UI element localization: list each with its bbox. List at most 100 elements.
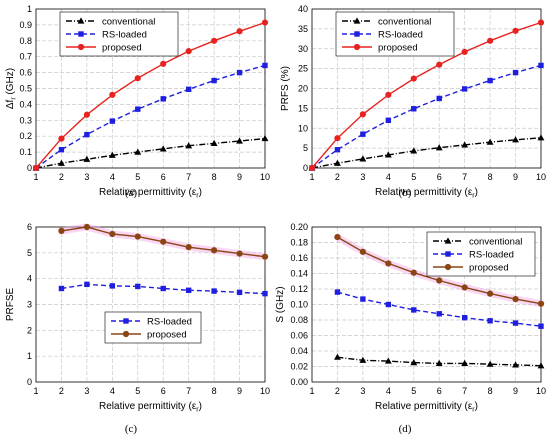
- data-point-conventional: [83, 155, 91, 162]
- legend-label: RS-loaded: [147, 317, 192, 328]
- x-tick-label: 3: [84, 386, 89, 396]
- data-point-RS-loaded: [211, 288, 217, 294]
- x-tick-label: 1: [309, 172, 314, 182]
- x-tick-label: 3: [84, 172, 89, 182]
- x-tick-label: 3: [360, 386, 365, 396]
- x-axis-label: Relative permittivity (εr): [99, 401, 202, 414]
- y-tick-label: 0.7: [19, 52, 32, 62]
- data-point-RS-loaded: [385, 301, 392, 308]
- data-point-conventional: [512, 361, 519, 368]
- data-point-RS-loaded: [360, 131, 366, 137]
- data-point-proposed: [461, 284, 468, 291]
- data-point-RS-loaded: [461, 314, 468, 321]
- x-tick-label: 2: [59, 386, 64, 396]
- data-point-conventional: [537, 362, 545, 369]
- legend-label: RS-loaded: [469, 250, 514, 261]
- y-tick-label: 0.20: [290, 222, 308, 232]
- data-point-proposed: [109, 230, 116, 238]
- data-point-RS-loaded: [262, 62, 268, 69]
- y-tick-label: 0: [27, 163, 32, 173]
- y-tick-label: 0.6: [19, 68, 32, 78]
- x-axis-label: Relative permittivity (εr): [99, 187, 202, 200]
- y-tick-label: 40: [298, 4, 308, 14]
- data-point-proposed: [160, 60, 167, 67]
- y-tick-label: 0.08: [290, 315, 308, 325]
- data-point-conventional: [410, 147, 418, 154]
- data-point-RS-loaded: [109, 283, 116, 289]
- y-tick-label: 0.02: [290, 362, 308, 372]
- y-tick-label: 0.1: [19, 147, 32, 157]
- legend-marker: [444, 263, 452, 271]
- data-point-RS-loaded: [411, 307, 417, 313]
- data-point-proposed: [410, 75, 417, 82]
- x-tick-label: 5: [135, 386, 140, 396]
- legend-box: [426, 231, 536, 277]
- x-tick-label: 7: [186, 386, 191, 396]
- data-point-conventional: [384, 151, 392, 158]
- legend-marker: [354, 31, 360, 37]
- y-tick-label: 30: [298, 44, 308, 54]
- data-point-proposed: [512, 27, 519, 34]
- data-point-conventional: [410, 359, 418, 366]
- y-tick-label: 10: [298, 123, 308, 133]
- plot-frame: [311, 8, 542, 169]
- x-tick-label: 5: [411, 172, 416, 182]
- data-point-conventional: [435, 359, 443, 366]
- data-point-RS-loaded: [84, 131, 90, 138]
- data-point-proposed: [334, 135, 341, 142]
- chart-panel-2: 0 5 10 15 20 25 30 35 40 1 2 3 4 5 6 7 8 9 10 conventional R…: [280, 4, 546, 200]
- x-tick-label: 9: [237, 386, 242, 396]
- x-tick-label: 5: [135, 172, 140, 182]
- legend-marker: [445, 251, 451, 257]
- y-tick-label: 5: [27, 248, 32, 258]
- y-tick-label: 0.14: [290, 269, 308, 279]
- data-point-RS-loaded: [211, 77, 217, 84]
- data-point-proposed: [385, 260, 392, 267]
- y-tick-label: 0.4: [19, 99, 32, 109]
- data-point-proposed: [359, 111, 366, 118]
- legend-label: conventional: [469, 237, 522, 248]
- data-point-conventional: [359, 356, 367, 363]
- data-point-proposed: [236, 250, 243, 257]
- series-line-conventional: [35, 137, 266, 169]
- x-tick-label: 10: [536, 386, 546, 396]
- y-tick-label: 2: [27, 325, 32, 335]
- data-point-proposed: [83, 111, 90, 118]
- series-line-proposed: [35, 21, 266, 169]
- data-point-conventional: [486, 138, 494, 145]
- y-tick-label: 0.2: [19, 131, 32, 141]
- x-tick-label: 4: [386, 172, 391, 182]
- data-point-conventional: [334, 159, 341, 166]
- data-point-conventional: [334, 353, 341, 360]
- x-tick-label: 8: [212, 386, 217, 396]
- legend-box: [104, 311, 202, 344]
- data-point-RS-loaded: [262, 290, 268, 297]
- y-tick-label: 1: [27, 351, 32, 361]
- data-point-conventional: [159, 145, 167, 152]
- data-point-conventional: [512, 136, 519, 143]
- data-point-RS-loaded: [538, 62, 544, 69]
- data-point-conventional: [537, 134, 545, 141]
- legend-marker: [444, 237, 452, 244]
- legend-label: proposed: [147, 330, 187, 341]
- legend-label: RS-loaded: [378, 30, 423, 41]
- data-point-conventional: [108, 151, 116, 158]
- data-point-proposed: [134, 233, 141, 240]
- x-tick-label: 4: [386, 386, 391, 396]
- data-point-proposed: [487, 37, 494, 44]
- data-point-proposed: [487, 290, 494, 297]
- data-point-RS-loaded: [160, 285, 166, 292]
- series-line-RS-loaded: [61, 283, 266, 295]
- data-point-conventional: [461, 141, 469, 148]
- data-point-proposed: [160, 238, 167, 245]
- data-point-proposed: [211, 37, 218, 44]
- y-tick-label: 4: [27, 274, 32, 284]
- x-axis-label: Relative permittivity (εr): [375, 187, 478, 200]
- data-point-RS-loaded: [160, 96, 166, 102]
- data-point-conventional: [236, 137, 243, 144]
- data-point-conventional: [461, 359, 469, 366]
- x-tick-label: 6: [161, 172, 166, 182]
- data-point-proposed: [83, 223, 90, 231]
- x-tick-label: 7: [462, 386, 467, 396]
